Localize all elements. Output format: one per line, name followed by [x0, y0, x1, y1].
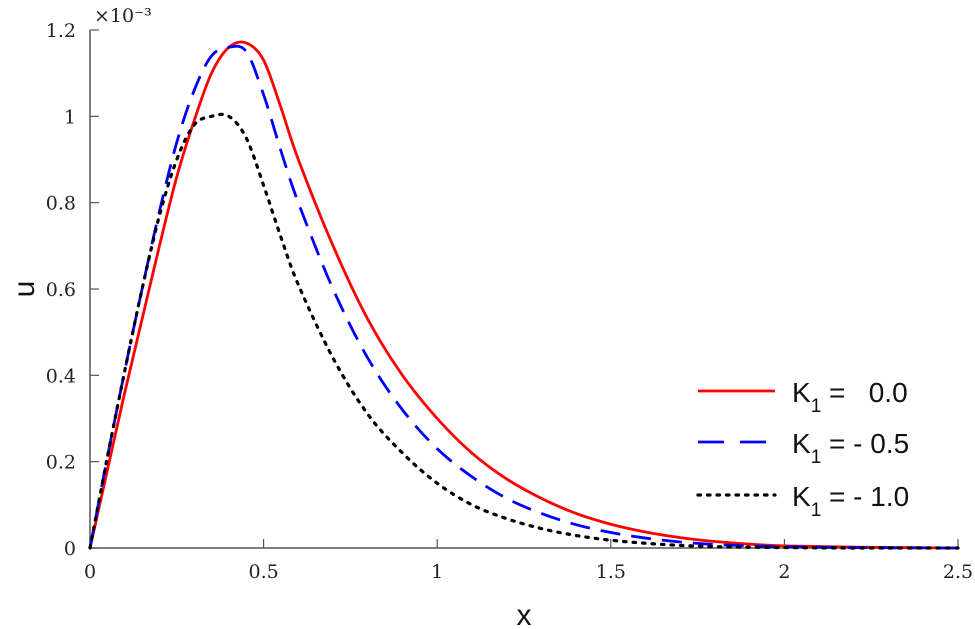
x-tick-label: 2 — [778, 561, 790, 583]
x-tick-label: 1.5 — [596, 561, 626, 583]
y-axis-label: u — [8, 281, 41, 298]
series-line-2 — [88, 44, 959, 550]
x-tick-label: 0.5 — [248, 561, 278, 583]
y-tick-label: 0 — [64, 538, 76, 560]
series-line-3 — [88, 112, 960, 550]
y-tick-label: 1 — [64, 106, 76, 128]
legend-label: K1 = 0.0 — [792, 377, 908, 417]
y-tick-label: 0.6 — [46, 279, 76, 301]
y-tick-label: 0.2 — [46, 452, 76, 474]
series-lines — [88, 40, 960, 550]
y-multiplier: ×10⁻³ — [94, 5, 152, 27]
legend: K1 = 0.0 K1 = - 0.5 K1 = - 1.0 — [696, 377, 909, 521]
y-tick-label: 0.4 — [46, 365, 76, 387]
legend-item: K1 = - 1.0 — [696, 481, 909, 521]
legend-item: K1 = 0.0 — [698, 377, 908, 417]
x-tick-label: 1 — [431, 561, 443, 583]
y-tick-label: 0.8 — [46, 193, 76, 215]
x-tick-label: 0 — [84, 561, 96, 583]
x-axis-label: x — [517, 599, 532, 629]
y-tick-label: 1.2 — [46, 20, 76, 42]
y-ticks: 0 0.2 0.4 0.6 0.8 1 1.2 — [46, 20, 99, 560]
legend-label: K1 = - 1.0 — [792, 481, 909, 521]
axes: 0 0.5 1 1.5 2 2.5 0 0.2 0.4 0.6 0.8 1 1.2 ×10⁻³ x u — [8, 5, 973, 629]
legend-item: K1 = - 0.5 — [698, 428, 909, 468]
x-tick-label: 2.5 — [943, 561, 973, 583]
legend-label: K1 = - 0.5 — [792, 428, 909, 468]
series-line-1 — [88, 40, 959, 550]
x-ticks: 0 0.5 1 1.5 2 2.5 — [84, 539, 973, 583]
